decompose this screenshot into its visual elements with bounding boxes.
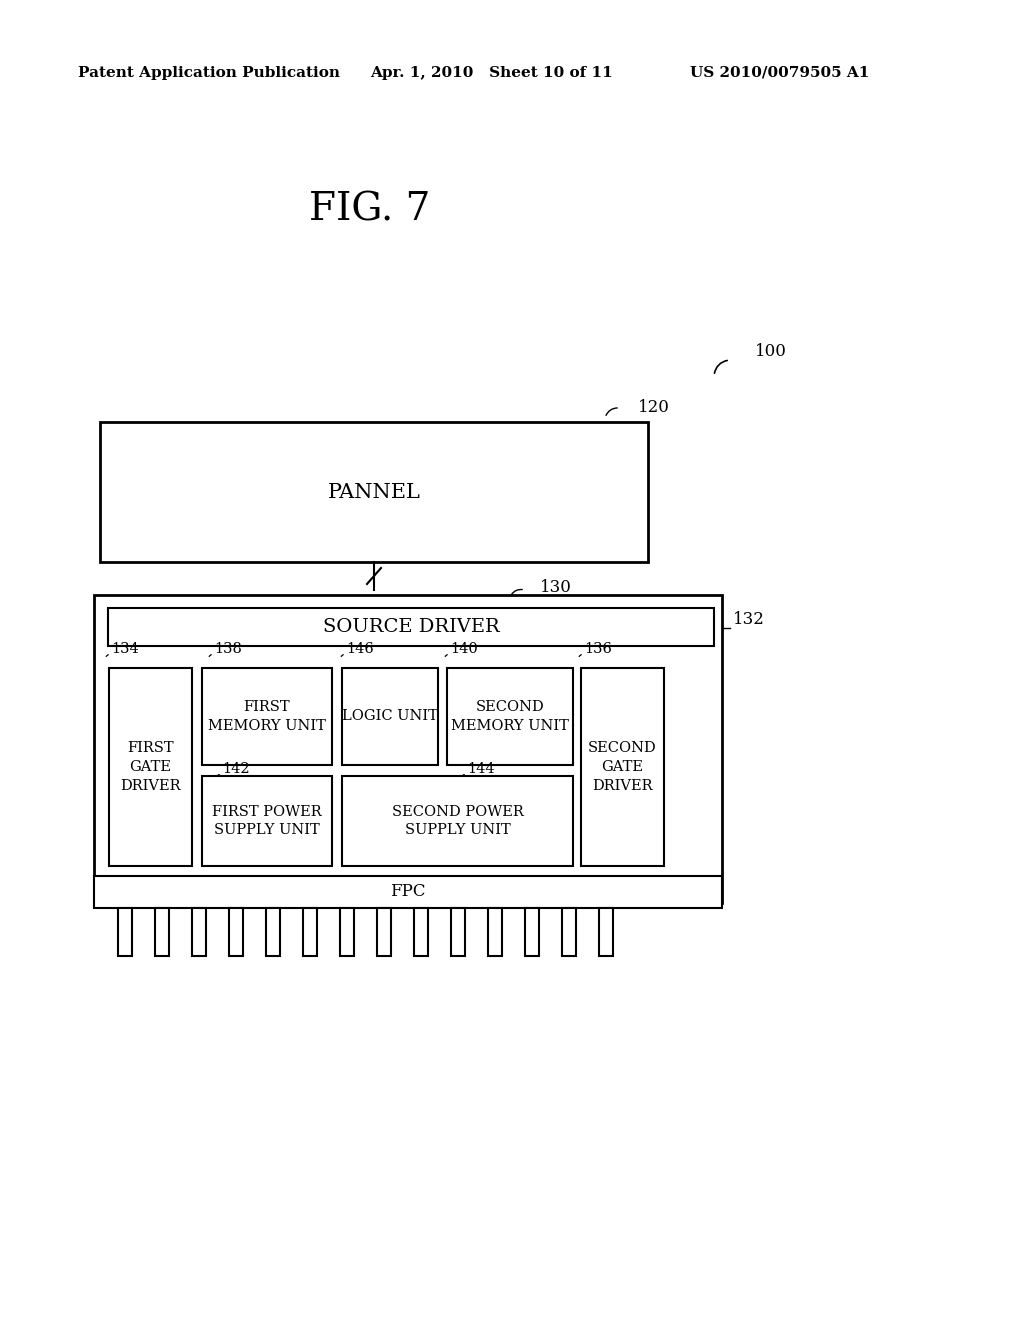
Bar [193,908,206,956]
Bar [377,908,391,956]
Bar [340,908,354,956]
Bar [525,908,539,956]
Text: 100: 100 [755,343,786,360]
Bar [229,908,243,956]
Text: 132: 132 [733,611,765,628]
Text: 146: 146 [346,642,374,656]
Bar [488,908,502,956]
Bar [342,776,573,866]
Bar [447,668,573,766]
Text: FPC: FPC [390,883,426,900]
Text: 130: 130 [540,579,571,597]
Text: PANNEL: PANNEL [328,483,421,502]
Text: US 2010/0079505 A1: US 2010/0079505 A1 [690,66,869,81]
Text: SECOND POWER
SUPPLY UNIT: SECOND POWER SUPPLY UNIT [391,805,523,837]
Bar [202,776,332,866]
Bar [202,668,332,766]
Text: SOURCE DRIVER: SOURCE DRIVER [323,618,500,636]
Bar [581,668,664,866]
Bar [562,908,575,956]
Bar [109,668,193,866]
Text: 142: 142 [222,762,250,776]
Text: 120: 120 [638,400,670,417]
Text: SECOND
MEMORY UNIT: SECOND MEMORY UNIT [451,701,569,733]
Text: FIG. 7: FIG. 7 [309,191,431,228]
Text: Patent Application Publication: Patent Application Publication [78,66,340,81]
Bar [108,609,714,645]
Text: FIRST
GATE
DRIVER: FIRST GATE DRIVER [120,741,181,793]
Text: 134: 134 [111,642,138,656]
Text: Apr. 1, 2010   Sheet 10 of 11: Apr. 1, 2010 Sheet 10 of 11 [370,66,612,81]
Bar [118,908,132,956]
Bar [599,908,613,956]
Bar [94,876,722,908]
Bar [451,908,465,956]
Text: 144: 144 [467,762,495,776]
Bar [303,908,317,956]
Text: 140: 140 [450,642,478,656]
Bar [100,422,648,562]
Bar [155,908,169,956]
Text: FIRST POWER
SUPPLY UNIT: FIRST POWER SUPPLY UNIT [212,805,322,837]
Text: LOGIC UNIT: LOGIC UNIT [342,710,438,723]
Bar [414,908,428,956]
Bar [266,908,280,956]
Text: FIRST
MEMORY UNIT: FIRST MEMORY UNIT [208,701,326,733]
Bar [342,668,438,766]
Text: SECOND
GATE
DRIVER: SECOND GATE DRIVER [588,741,656,793]
Bar [94,595,722,903]
Text: 136: 136 [584,642,612,656]
Text: 138: 138 [214,642,242,656]
